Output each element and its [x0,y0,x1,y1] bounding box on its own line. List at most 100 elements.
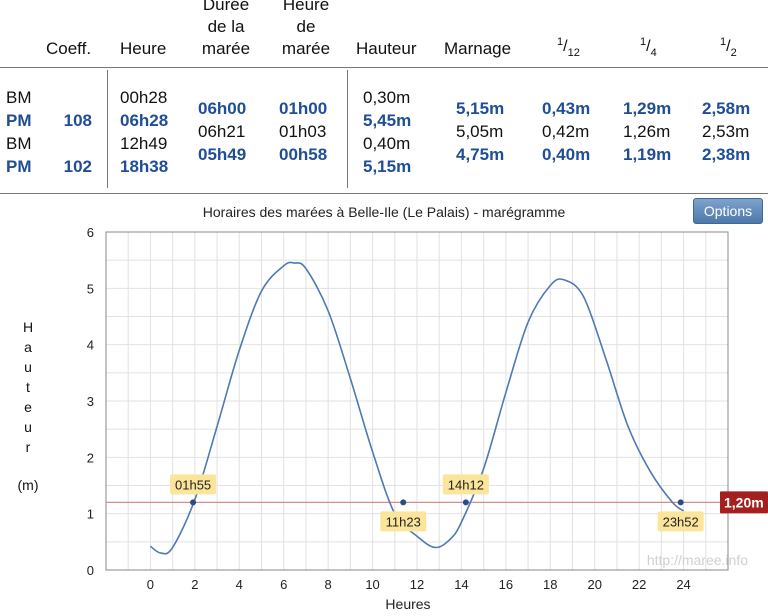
tide-curve [149,261,685,555]
coeff-column: 108 102 [60,86,92,178]
header-duree-line2: de la [207,17,245,36]
y-axis-unit: (m) [18,477,39,493]
crossing-label: 01h55 [175,477,211,492]
header-duree: Durée de la marée [196,0,256,60]
row-heure-3: 12h49 [120,134,168,153]
y-axis-label-letter: a [24,339,32,355]
threshold-badge: 1,20m [720,491,768,514]
crossing-label-bg [170,474,217,495]
header-heure-maree-line2: de [296,17,316,36]
interval-duree-2: 06h21 [198,122,246,141]
header-twelfth-den: 12 [567,47,580,59]
row-type-2: PM [6,111,32,130]
watermark: http://maree.info [647,552,748,568]
interval-quarter-3: 1,19m [623,145,672,164]
header-half-num: 1 [720,36,727,48]
crossing-point [400,499,407,506]
column-divider-right [347,70,348,188]
x-tick-label: 10 [365,577,379,592]
x-tick-label: 6 [280,577,287,592]
y-tick-label: 2 [87,450,94,465]
row-coeff-1 [60,86,92,109]
interval-marnage-2: 5,05m [456,122,504,141]
heure-maree-column: 01h00 01h03 00h58 [279,97,327,166]
interval-marnage-3: 4,75m [456,145,505,164]
row-hauteur-3: 0,40m [363,134,411,153]
quarter-column: 1,29m 1,26m 1,19m [623,97,671,166]
header-quarter-den: 4 [650,47,657,59]
crossing-label: 11h23 [386,514,421,529]
row-coeff-2: 108 [63,111,92,130]
hauteur-column: 0,30m 5,45m 0,40m 5,15m [363,86,411,178]
row-type-3: BM [6,134,32,153]
header-twelfth-num: 1 [557,36,564,48]
x-tick-label: 22 [632,577,646,592]
interval-heure-maree-2: 01h03 [279,122,327,141]
row-heure-1: 00h28 [120,88,168,107]
threshold-badge-label: 1,20m [724,494,764,510]
interval-quarter-1: 1,29m [623,99,672,118]
x-tick-label: 18 [543,577,557,592]
duree-column: 06h00 06h21 05h49 [198,97,246,166]
x-tick-label: 8 [325,577,332,592]
y-axis-label-letter: u [24,359,32,375]
header-duree-line1: Durée [202,0,250,14]
row-type-1: BM [6,88,32,107]
y-tick-labels: 0 1 2 3 4 5 6 [87,225,94,578]
crossing-point [677,499,684,506]
y-tick-label: 6 [87,225,94,240]
y-axis-label-letter: H [23,319,33,335]
interval-twelfth-2: 0,42m [542,122,590,141]
type-column: BM PM BM PM [6,86,32,178]
options-button[interactable]: Options [693,198,763,224]
header-heure: Heure [120,39,167,58]
interval-half-1: 2,58m [702,99,751,118]
x-tick-labels: 0 2 4 6 8 10 12 14 16 18 20 22 24 [147,577,691,592]
chart-grid [106,232,728,570]
twelfth-column: 0,43m 0,42m 0,40m [542,97,590,166]
x-tick-label: 20 [587,577,601,592]
column-divider-left [107,70,108,188]
y-axis-label-letter: r [26,439,31,455]
y-axis-label-letter: u [24,419,32,435]
interval-duree-3: 05h49 [198,145,247,164]
x-tick-label: 4 [236,577,243,592]
header-duree-line3: marée [201,39,251,58]
x-tick-label: 2 [191,577,198,592]
heure-column: 00h28 06h28 12h49 18h38 [120,86,168,178]
crossing-markers: 01h55 11h23 14h12 23h52 [170,474,704,532]
threshold-badge-bg [720,491,768,514]
y-tick-label: 0 [87,563,94,578]
y-tick-label: 5 [87,281,94,296]
crossing-label-bg [442,474,489,495]
interval-half-3: 2,38m [702,145,751,164]
interval-heure-maree-3: 00h58 [279,145,328,164]
x-tick-label: 14 [454,577,468,592]
x-tick-label: 12 [410,577,424,592]
interval-half-2: 2,53m [702,122,750,141]
interval-duree-1: 06h00 [198,99,247,118]
crossing-label: 23h52 [663,514,699,529]
header-coeff: Coeff. [46,39,92,58]
row-heure-2: 06h28 [120,111,169,130]
header-divider [0,67,768,68]
x-tick-label: 16 [499,577,513,592]
row-type-4: PM [6,157,32,176]
marnage-column: 5,15m 5,05m 4,75m [456,97,504,166]
row-hauteur-2: 5,45m [363,111,412,130]
header-hauteur: Hauteur [356,39,417,58]
crossing-label: 14h12 [448,477,484,492]
header-half-den: 2 [730,47,737,59]
x-tick-label: 0 [147,577,154,592]
y-axis-label: Hauteur [23,319,33,455]
interval-quarter-2: 1,26m [623,122,671,141]
header-quarter-num: 1 [640,36,647,48]
interval-twelfth-1: 0,43m [542,99,591,118]
x-tick-label: 24 [676,577,690,592]
y-tick-label: 1 [87,507,94,522]
crossing-point [462,499,469,506]
y-tick-label: 3 [87,394,94,409]
header-heure-maree: Heure de marée [276,0,336,60]
half-column: 2,58m 2,53m 2,38m [702,97,750,166]
y-axis-label-letter: t [26,379,30,395]
